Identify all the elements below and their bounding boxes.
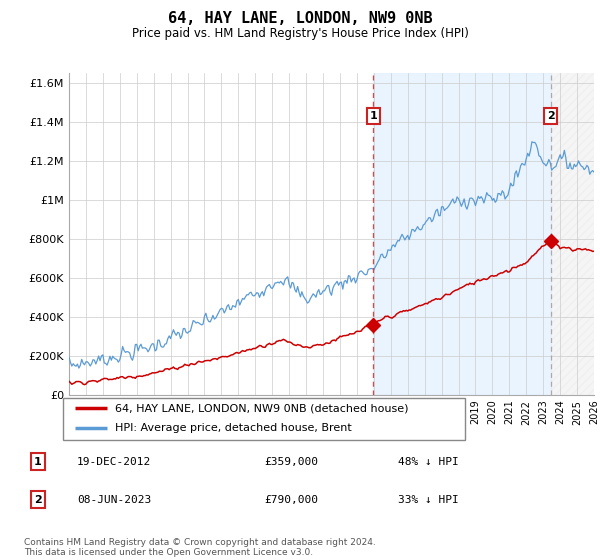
Text: 1: 1 (34, 457, 42, 467)
Bar (373, 73, 551, 395)
Text: 08-JUN-2023: 08-JUN-2023 (77, 494, 151, 505)
Text: 19-DEC-2012: 19-DEC-2012 (77, 457, 151, 467)
Text: £790,000: £790,000 (264, 494, 318, 505)
Text: 2: 2 (547, 111, 554, 121)
Text: HPI: Average price, detached house, Brent: HPI: Average price, detached house, Bren… (115, 423, 352, 433)
Bar (551, 73, 594, 395)
Text: 2: 2 (34, 494, 42, 505)
Text: 1: 1 (369, 111, 377, 121)
Text: 64, HAY LANE, LONDON, NW9 0NB (detached house): 64, HAY LANE, LONDON, NW9 0NB (detached … (115, 403, 409, 413)
FancyBboxPatch shape (63, 398, 465, 440)
Text: Price paid vs. HM Land Registry's House Price Index (HPI): Price paid vs. HM Land Registry's House … (131, 27, 469, 40)
Text: Contains HM Land Registry data © Crown copyright and database right 2024.
This d: Contains HM Land Registry data © Crown c… (24, 538, 376, 557)
Text: 33% ↓ HPI: 33% ↓ HPI (398, 494, 458, 505)
Text: 48% ↓ HPI: 48% ↓ HPI (398, 457, 458, 467)
Text: 64, HAY LANE, LONDON, NW9 0NB: 64, HAY LANE, LONDON, NW9 0NB (167, 11, 433, 26)
Text: £359,000: £359,000 (264, 457, 318, 467)
